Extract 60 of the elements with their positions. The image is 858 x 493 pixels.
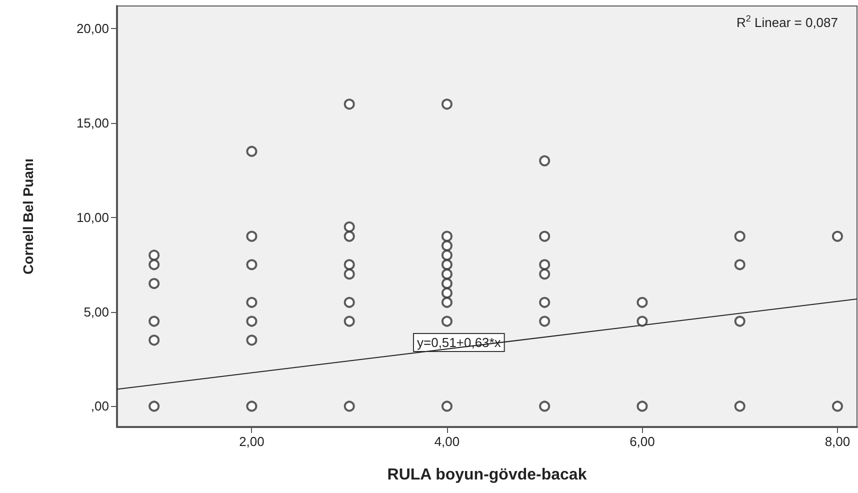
y-tick-label: 5,00 — [84, 304, 109, 320]
y-axis-title: Cornell Bel Puanı — [20, 158, 36, 274]
point — [344, 296, 355, 308]
point — [246, 316, 258, 327]
point — [441, 230, 452, 242]
point — [148, 316, 160, 327]
x-axis-title: RULA boyun-gövde-bacak — [387, 466, 587, 484]
point — [246, 334, 258, 346]
x-tick-label: 2,00 — [239, 434, 264, 449]
point — [832, 400, 843, 412]
point — [246, 400, 258, 412]
point — [441, 240, 452, 252]
point — [344, 230, 355, 242]
point — [539, 230, 550, 242]
point — [734, 259, 746, 270]
annotation: y=0,51+0,63*x — [417, 335, 502, 350]
point — [539, 316, 550, 327]
point — [441, 268, 452, 280]
point — [246, 146, 258, 157]
point — [832, 230, 843, 242]
point — [148, 400, 160, 412]
point — [148, 334, 160, 346]
point — [539, 400, 550, 412]
point — [734, 230, 746, 242]
x-tick-label: 6,00 — [630, 434, 655, 449]
point — [344, 268, 355, 280]
y-tick-label: 15,00 — [76, 116, 109, 131]
point — [148, 259, 160, 270]
point — [441, 250, 452, 261]
point — [636, 296, 648, 308]
point — [636, 316, 648, 327]
point — [441, 316, 452, 327]
point — [148, 278, 160, 290]
point — [441, 259, 452, 270]
y-tick-label: 10,00 — [76, 210, 109, 225]
point — [539, 296, 550, 308]
point — [636, 400, 648, 412]
point — [441, 296, 452, 308]
point — [344, 221, 355, 232]
point — [344, 400, 355, 412]
y-tick-label: 20,00 — [76, 21, 109, 36]
point — [246, 259, 258, 270]
point — [148, 250, 160, 261]
point — [344, 98, 355, 110]
point — [539, 268, 550, 280]
point — [246, 230, 258, 242]
x-tick-label: 8,00 — [824, 434, 850, 449]
point — [344, 316, 355, 327]
point — [539, 259, 550, 270]
point — [344, 259, 355, 270]
point — [441, 287, 452, 298]
point — [734, 400, 746, 412]
y-tick-label: ,00 — [90, 398, 109, 414]
point — [539, 155, 550, 166]
x-tick-label: 4,00 — [434, 434, 460, 449]
point — [441, 98, 452, 110]
point — [441, 278, 452, 290]
point — [734, 316, 746, 327]
point — [246, 296, 258, 308]
point — [441, 400, 452, 412]
